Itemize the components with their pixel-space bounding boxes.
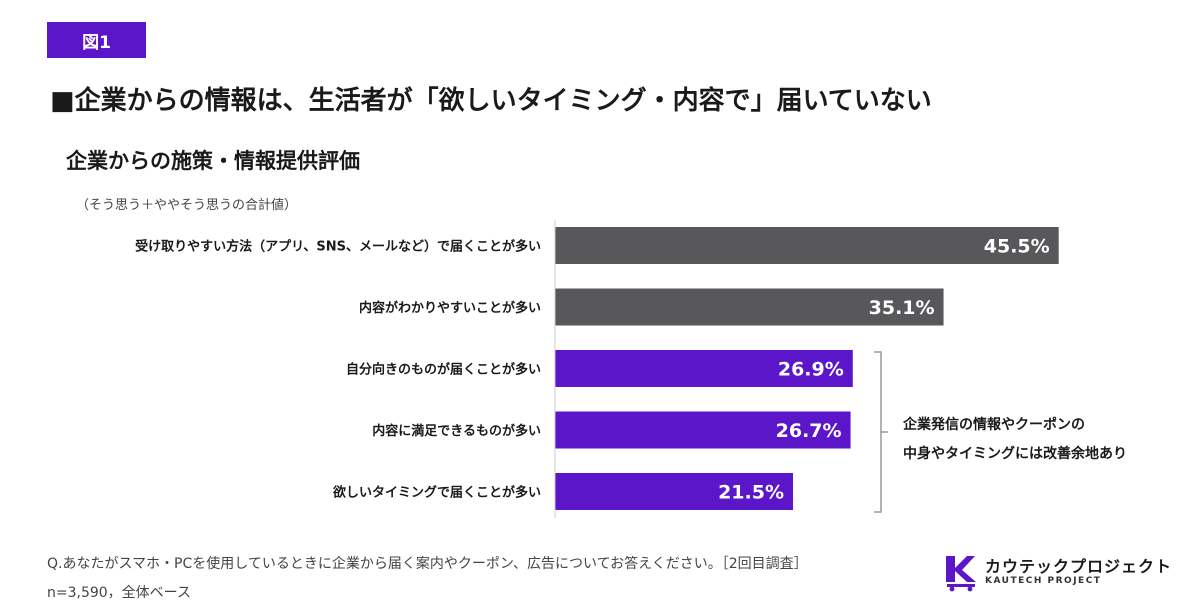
bracket-note-line2: 中身やタイミングには改善余地あり xyxy=(903,446,1127,462)
bar-value-label-5: 21.5% xyxy=(718,482,784,504)
category-label-2: 内容がわかりやすいことが多い xyxy=(359,300,541,316)
headline: ■企業からの情報は、生活者が「欲しいタイミング・内容で」届いていない xyxy=(50,86,932,116)
bar-value-label-4: 26.7% xyxy=(776,420,842,442)
bar-value-label-3: 26.9% xyxy=(778,359,844,381)
footer-question: Q.あなたがスマホ・PCを使用しているときに企業から届く案内やクーポン、広告につ… xyxy=(47,556,808,572)
chart-subtitle: 企業からの施策・情報提供評価 xyxy=(66,149,360,173)
kautech-logo: カウテックプロジェクト KAUTECH PROJECT xyxy=(943,552,1183,592)
logo-name: カウテックプロジェクト xyxy=(985,557,1173,576)
bar-4 xyxy=(555,411,851,449)
kautech-logo-mark xyxy=(946,556,976,592)
bar-1 xyxy=(555,227,1059,264)
footer-sample: n=3,590，全体ベース xyxy=(47,585,191,601)
category-label-1: 受け取りやすい方法（アプリ、SNS、メールなど）で届くことが多い xyxy=(135,239,541,255)
chart-note: （そう思う＋ややそう思うの合計値） xyxy=(76,198,298,213)
bar-value-label-2: 35.1% xyxy=(869,297,935,319)
category-label-3: 自分向きのものが届くことが多い xyxy=(346,362,541,378)
bar-2 xyxy=(555,288,944,326)
group-bracket xyxy=(874,351,888,513)
bar-5 xyxy=(555,473,794,510)
bracket-note: 企業発信の情報やクーポンの 中身やタイミングには改善余地あり xyxy=(903,411,1127,469)
figure-label: 図1 xyxy=(47,22,146,58)
category-label-5: 欲しいタイミングで届くことが多い xyxy=(332,485,541,501)
bar-3 xyxy=(555,350,853,387)
logo-subtitle: KAUTECH PROJECT xyxy=(985,576,1102,586)
bracket-note-line1: 企業発信の情報やクーポンの xyxy=(903,417,1085,433)
category-label-4: 内容に満足できるものが多い xyxy=(372,423,541,439)
bar-value-label-1: 45.5% xyxy=(984,236,1050,258)
